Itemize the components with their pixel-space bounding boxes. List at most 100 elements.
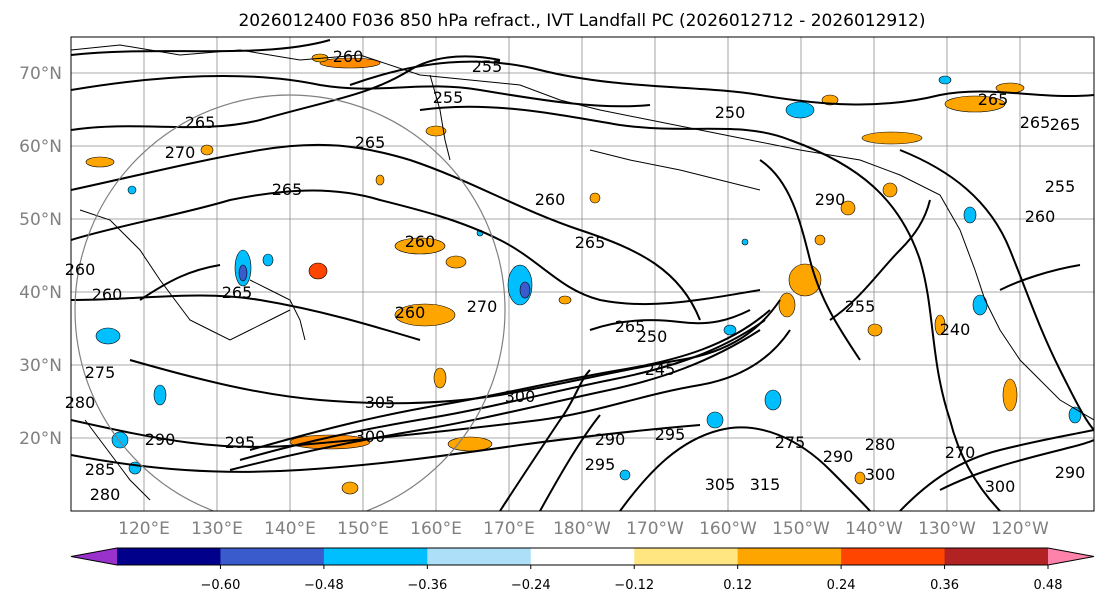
longitude-label: 170°E xyxy=(483,519,535,539)
contour-label: 265 xyxy=(272,180,303,199)
contour-label: 240 xyxy=(940,320,971,339)
contour-label: 295 xyxy=(225,433,256,452)
longitude-label: 120°W xyxy=(991,519,1049,539)
contour-label: 270 xyxy=(945,443,976,462)
colorbar-tick-label: −0.60 xyxy=(201,578,241,593)
contour-label: 270 xyxy=(467,297,498,316)
colorbar-segment xyxy=(117,548,221,565)
contour-label: 285 xyxy=(85,460,116,479)
contour-label: 290 xyxy=(823,447,854,466)
longitude-label: 150°W xyxy=(772,519,830,539)
contour-label: 245 xyxy=(645,360,676,379)
longitude-label: 140°W xyxy=(845,519,903,539)
latitude-label: 20°N xyxy=(19,429,62,449)
longitude-label: 130°E xyxy=(191,519,243,539)
contour-label: 250 xyxy=(637,327,668,346)
longitude-label: 160°E xyxy=(410,519,462,539)
contour-label: 255 xyxy=(472,57,503,76)
contour-label: 305 xyxy=(705,475,736,494)
colorbar-tick-label: −0.48 xyxy=(304,578,344,593)
colorbar-segment xyxy=(323,548,428,565)
contour-label: 295 xyxy=(655,425,686,444)
contour-label: 300 xyxy=(505,387,536,406)
contour-label: 275 xyxy=(85,363,116,382)
contour-label: 295 xyxy=(585,455,616,474)
contour-label: 315 xyxy=(750,475,781,494)
contour-label: 265 xyxy=(185,113,216,132)
colorbar-ticks: −0.60 −0.48 −0.36 −0.24 −0.12 0.12 0.24 0.36 0.4… xyxy=(201,565,1063,593)
colorbar-segment xyxy=(634,548,739,565)
contour-label: 290 xyxy=(595,430,626,449)
refractivity-shading xyxy=(85,53,1082,495)
colorbar-segment xyxy=(737,548,842,565)
colorbar-tick-label: 0.12 xyxy=(723,578,752,593)
contour-label: 260 xyxy=(65,260,96,279)
contour-label: 255 xyxy=(1045,177,1076,196)
contour-label: 270 xyxy=(165,143,196,162)
latitude-labels: 70°N 60°N 50°N 40°N 30°N 20°N xyxy=(19,64,62,449)
colorbar-tick-label: −0.12 xyxy=(614,578,654,593)
latitude-label: 40°N xyxy=(19,283,62,303)
longitude-label: 150°E xyxy=(337,519,389,539)
colorbar-extend-max xyxy=(1048,548,1094,565)
contour-label: 265 xyxy=(615,317,646,336)
contour-label: 265 xyxy=(355,133,386,152)
contour-label: 260 xyxy=(535,190,566,209)
colorbar-tick-label: 0.48 xyxy=(1034,578,1063,593)
contour-label: 290 xyxy=(1055,463,1086,482)
latitude-label: 30°N xyxy=(19,356,62,376)
colorbar-tick-label: 0.36 xyxy=(930,578,959,593)
contour-label: 280 xyxy=(90,485,121,504)
contour-label: 265 xyxy=(978,90,1009,109)
longitude-label: 120°E xyxy=(118,519,170,539)
colorbar-outline xyxy=(70,547,1095,566)
figure-title: 2026012400 F036 850 hPa refract., IVT La… xyxy=(238,11,925,31)
colorbar-segment xyxy=(220,548,325,565)
contour-label: 275 xyxy=(775,433,806,452)
contour-label: 300 xyxy=(355,427,386,446)
contour-label: 300 xyxy=(985,477,1016,496)
contour-label: 250 xyxy=(715,103,746,122)
contour-label: 290 xyxy=(145,430,176,449)
contour-label: 265 xyxy=(1020,113,1051,132)
colorbar-tick-label: 0.24 xyxy=(827,578,856,593)
contour-label: 260 xyxy=(1025,207,1056,226)
contour-label: 300 xyxy=(865,465,896,484)
latitude-label: 50°N xyxy=(19,210,62,230)
longitude-label: 140°E xyxy=(264,519,316,539)
colorbar-tick-label: −0.36 xyxy=(407,578,447,593)
contour-label: 255 xyxy=(433,88,464,107)
colorbar-segment xyxy=(841,548,946,565)
coastlines xyxy=(71,44,1094,501)
contour-label: 260 xyxy=(333,47,364,66)
contour-label: 305 xyxy=(365,393,396,412)
longitude-label: 130°W xyxy=(918,519,976,539)
contour-label: 280 xyxy=(865,435,896,454)
contour-label: 260 xyxy=(92,285,123,304)
contour-label: 280 xyxy=(65,393,96,412)
contour-label: 255 xyxy=(845,297,876,316)
contour-label: 265 xyxy=(1050,115,1081,134)
contour-label: 260 xyxy=(395,303,426,322)
colorbar-segment xyxy=(530,548,635,565)
longitude-label: 180°W xyxy=(553,519,611,539)
contour-label: 265 xyxy=(575,233,606,252)
contour-label: 290 xyxy=(815,190,846,209)
range-circle xyxy=(74,94,506,511)
contour-lines xyxy=(71,39,1094,511)
colorbar-tick-label: −0.24 xyxy=(511,578,551,593)
longitude-labels: 120°E 130°E 140°E 150°E 160°E 170°E 180°W 170°W… xyxy=(118,519,1049,539)
colorbar-extend-min xyxy=(71,548,117,565)
colorbar-segment xyxy=(427,548,532,565)
latitude-label: 60°N xyxy=(19,137,62,157)
contour-label: 260 xyxy=(405,232,436,251)
longitude-label: 160°W xyxy=(699,519,757,539)
latitude-label: 70°N xyxy=(19,64,62,84)
colorbar-segment xyxy=(944,548,1049,565)
colorbar xyxy=(70,547,1095,566)
map-frame xyxy=(70,36,1095,512)
contour-label: 265 xyxy=(222,283,253,302)
longitude-label: 170°W xyxy=(626,519,684,539)
